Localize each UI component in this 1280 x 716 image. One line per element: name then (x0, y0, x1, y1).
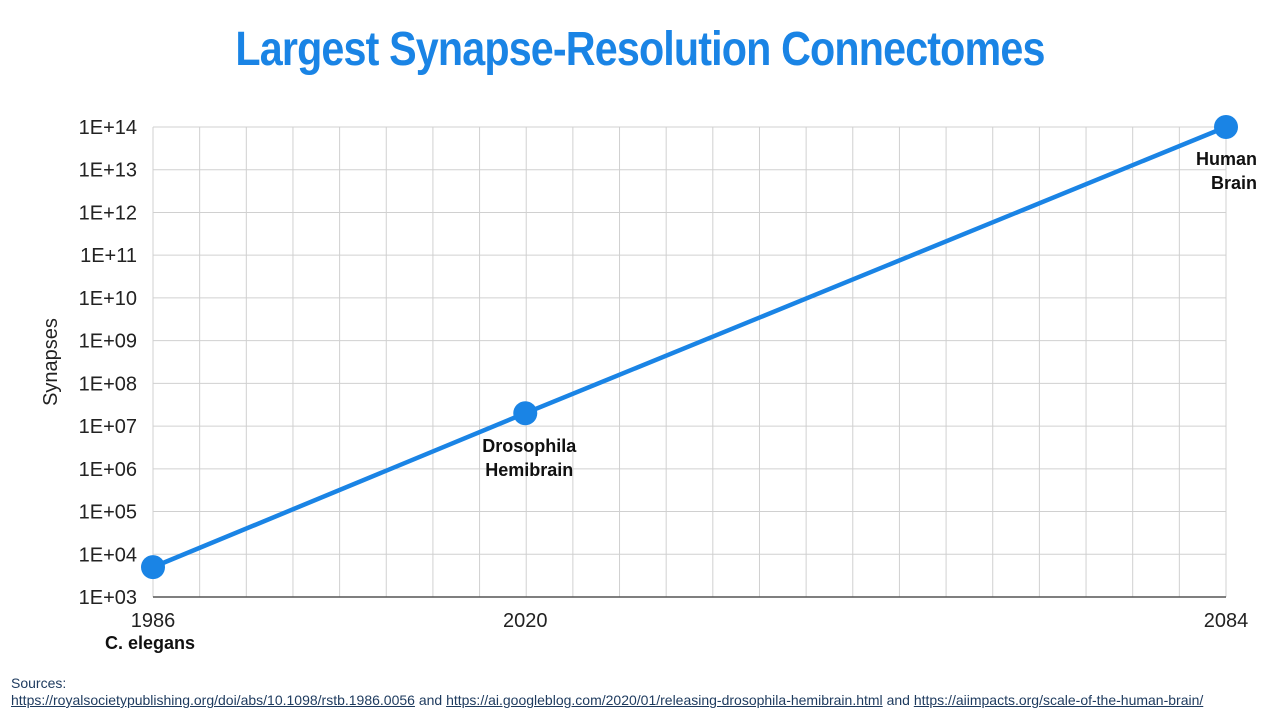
y-tick-label: 1E+07 (79, 416, 137, 438)
sources-links: https://royalsocietypublishing.org/doi/a… (11, 692, 1203, 709)
y-tick-label: 1E+12 (79, 202, 137, 224)
y-tick-label: 1E+06 (79, 459, 137, 481)
y-tick-label: 1E+08 (79, 373, 137, 395)
y-tick-label: 1E+03 (79, 587, 137, 609)
data-point (513, 401, 538, 426)
series (141, 115, 1238, 580)
y-axis-label: Synapses (40, 318, 62, 406)
chart: 1E+03 1E+04 1E+05 1E+06 1E+07 1E+08 1E+09 1E+10… (40, 115, 1257, 653)
sources-heading: Sources: (11, 675, 67, 691)
sources: Sources: https://royalsocietypublishing.… (11, 675, 1203, 709)
x-tick-label: 1986 (131, 610, 176, 632)
y-tick-label: 1E+14 (79, 117, 137, 139)
y-tick-label: 1E+04 (79, 544, 137, 566)
source-link-3[interactable]: https://aiimpacts.org/scale-of-the-human… (913, 692, 1204, 708)
data-label: Drosophila Hemibrain (482, 436, 577, 480)
x-tick-label: 2020 (503, 610, 548, 632)
x-tick-labels: 1986 2020 2084 (131, 610, 1249, 632)
y-tick-label: 1E+09 (79, 331, 137, 353)
point-labels: C. elegans Drosophila Hemibrain Human Brain (105, 149, 1257, 653)
y-tick-label: 1E+13 (79, 160, 137, 182)
y-tick-label: 1E+10 (79, 288, 137, 310)
data-point (1214, 115, 1238, 139)
y-tick-labels: 1E+03 1E+04 1E+05 1E+06 1E+07 1E+08 1E+09 1E+10… (79, 117, 137, 609)
data-point (141, 555, 165, 580)
data-label: C. elegans (105, 633, 195, 653)
source-link-2[interactable]: https://ai.googleblog.com/2020/01/releas… (446, 692, 883, 708)
sources-separator: and (418, 692, 443, 708)
source-link-1[interactable]: https://royalsocietypublishing.org/doi/a… (11, 692, 415, 708)
data-label: Human Brain (1196, 149, 1257, 193)
chart-title: Largest Synapse-Resolution Connectomes (235, 23, 1045, 76)
series-line (150, 124, 1229, 570)
x-tick-label: 2084 (1204, 610, 1249, 632)
grid (152, 126, 1227, 598)
y-tick-label: 1E+11 (80, 245, 137, 267)
sources-separator: and (886, 692, 910, 708)
y-tick-label: 1E+05 (79, 502, 137, 524)
